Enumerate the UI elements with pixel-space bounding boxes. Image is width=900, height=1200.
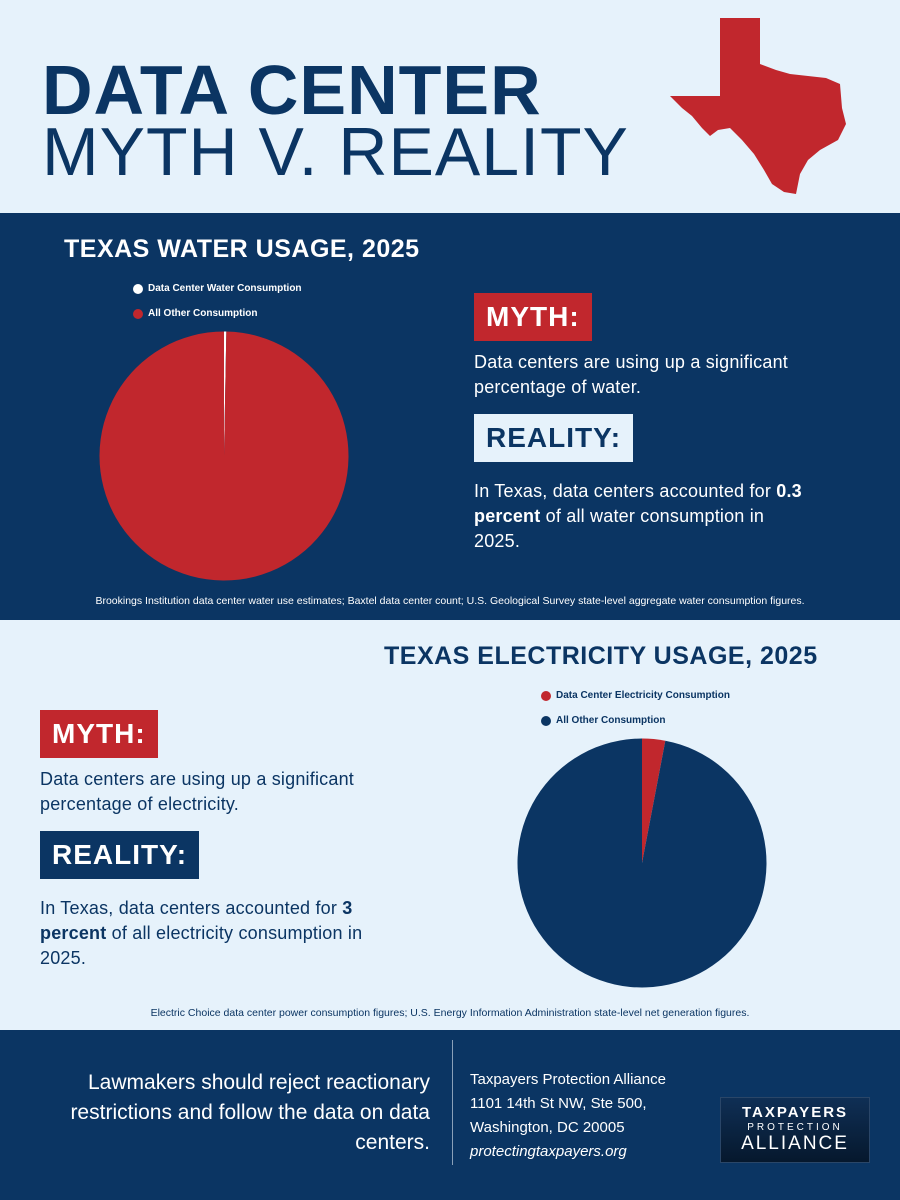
page-subtitle: MYTH V. REALITY bbox=[42, 114, 629, 190]
legend-swatch-white bbox=[133, 283, 143, 294]
electricity-section: TEXAS ELECTRICITY USAGE, 2025 Data Cente… bbox=[0, 620, 900, 1030]
legend-label: All Other Consumption bbox=[148, 308, 258, 319]
elec-source-note: Electric Choice data center power consum… bbox=[150, 1007, 750, 1019]
water-myth-badge: MYTH: bbox=[474, 293, 592, 341]
legend-label: All Other Consumption bbox=[556, 715, 666, 726]
reality-highlight: 0.3 percent bbox=[474, 481, 802, 526]
water-legend-item-other: All Other Consumption bbox=[133, 308, 257, 319]
water-pie-slice-2 bbox=[99, 331, 349, 581]
legend-label: Data Center Electricity Consumption bbox=[556, 690, 730, 701]
logo-line2: PROTECTION bbox=[747, 1122, 843, 1133]
elec-legend-item-other: All Other Consumption bbox=[541, 715, 665, 726]
logo-line1: TAXPAYERS bbox=[741, 1104, 849, 1121]
water-reality-badge: REALITY: bbox=[474, 414, 634, 462]
water-myth-text: Data centers are using up a significant … bbox=[474, 352, 788, 397]
footer-divider bbox=[452, 1040, 453, 1165]
water-pie-slice-1 bbox=[224, 331, 227, 456]
reality-text-pre: In Texas, data centers accounted for bbox=[40, 898, 338, 918]
reality-highlight: 3 percent bbox=[40, 898, 353, 943]
logo-line3: ALLIANCE bbox=[741, 1133, 849, 1154]
org-name: Taxpayers Protection Alliance bbox=[470, 1071, 666, 1088]
reality-text-post: of all water consumption in 2025. bbox=[474, 506, 765, 551]
electricity-pie-slice-2 bbox=[517, 738, 767, 988]
water-section: TEXAS WATER USAGE, 2025 Data Center Wate… bbox=[0, 213, 900, 620]
electricity-pie-slice-1 bbox=[642, 738, 666, 863]
electricity-pie-chart bbox=[517, 738, 767, 988]
reality-text-pre: In Texas, data centers accounted for bbox=[474, 481, 772, 501]
electricity-chart-title: TEXAS ELECTRICITY USAGE, 2025 bbox=[384, 642, 818, 670]
header: DATA CENTER MYTH V. REALITY bbox=[0, 0, 900, 213]
legend-swatch-red bbox=[541, 690, 551, 701]
org-contact: Taxpayers Protection Alliance 1101 14th … bbox=[470, 1068, 666, 1164]
water-chart-title: TEXAS WATER USAGE, 2025 bbox=[64, 235, 420, 263]
elec-myth-badge: MYTH: bbox=[40, 710, 158, 758]
page-title: DATA CENTER bbox=[42, 51, 542, 129]
water-pie-chart bbox=[99, 331, 349, 581]
elec-reality-text: In Texas, data centers accounted for 3 p… bbox=[40, 896, 370, 971]
tpa-logo: TAXPAYERS PROTECTION ALLIANCE bbox=[720, 1097, 870, 1163]
legend-swatch-navy bbox=[541, 715, 551, 726]
org-website-link[interactable]: protectingtaxpayers.org bbox=[470, 1143, 627, 1160]
elec-myth-text: Data centers are using up a significant … bbox=[40, 769, 354, 814]
texas-state-icon bbox=[670, 18, 846, 194]
water-source-note: Brookings Institution data center water … bbox=[95, 595, 805, 607]
reality-text-post: of all electricity consumption in 2025. bbox=[40, 923, 363, 968]
water-legend-item-data-center: Data Center Water Consumption bbox=[133, 283, 302, 294]
org-address-line2: Washington, DC 20005 bbox=[470, 1119, 625, 1136]
legend-swatch-red bbox=[133, 308, 143, 319]
elec-legend-item-data-center: Data Center Electricity Consumption bbox=[541, 690, 730, 701]
org-address-line1: 1101 14th St NW, Ste 500, bbox=[470, 1095, 647, 1112]
legend-label: Data Center Water Consumption bbox=[148, 283, 302, 294]
call-to-action: Lawmakers should reject reactionary rest… bbox=[70, 1071, 430, 1154]
elec-reality-badge: REALITY: bbox=[40, 831, 200, 879]
water-reality-text: In Texas, data centers accounted for 0.3… bbox=[474, 479, 814, 554]
